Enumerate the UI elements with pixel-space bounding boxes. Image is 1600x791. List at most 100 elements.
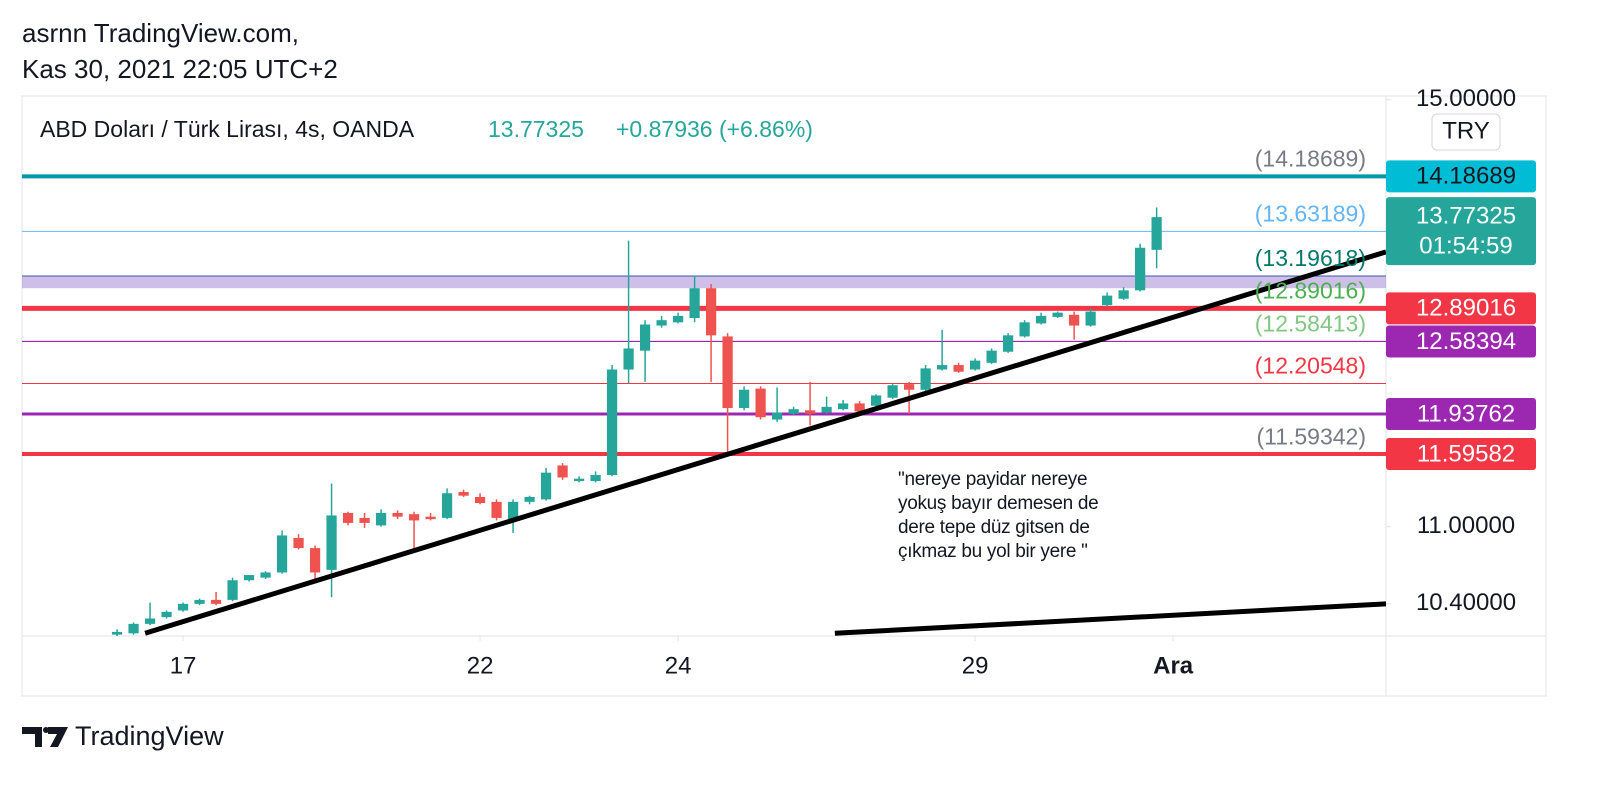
annotation-line: çıkmaz bu yol bir yere " xyxy=(898,541,1088,562)
candle-body xyxy=(887,385,898,398)
frame xyxy=(21,95,1547,697)
level-label: (12.20548) xyxy=(1255,353,1366,379)
candle-body xyxy=(920,368,931,390)
price-change: +0.87936 (+6.86%) xyxy=(616,116,813,142)
candle-body xyxy=(854,403,865,412)
price-tag-label: 11.93762 xyxy=(1417,400,1515,427)
y-tick-label: 11.00000 xyxy=(1417,512,1515,539)
candle-body xyxy=(590,475,601,482)
candle-body xyxy=(144,618,156,624)
candle-body xyxy=(1102,295,1113,306)
candle-body xyxy=(408,514,420,521)
candle-body xyxy=(227,580,238,600)
candle-body xyxy=(903,384,915,390)
plot-area: "nereye payidar nereye yokuş bayır demese… xyxy=(22,174,1386,636)
candle-body xyxy=(953,365,964,372)
logo-dot xyxy=(43,727,49,733)
level-label: (12.89016) xyxy=(1255,277,1366,303)
candle-body xyxy=(738,389,750,409)
footer: TradingView xyxy=(22,721,224,751)
last-price: 13.77325 xyxy=(488,116,584,142)
candle-body xyxy=(788,409,799,414)
candle-body xyxy=(672,315,684,323)
candle-body xyxy=(309,548,321,573)
candle-body xyxy=(425,516,436,520)
candle-body xyxy=(276,535,288,573)
candle-body xyxy=(1003,335,1014,352)
x-tick-label: 17 xyxy=(170,652,197,679)
candle-body xyxy=(392,512,403,517)
level-label: (14.18689) xyxy=(1255,145,1366,171)
candle-body xyxy=(1052,312,1063,317)
candle-body xyxy=(507,501,519,521)
price-tag-label: 12.89016 xyxy=(1416,295,1516,322)
x-tick-label: 22 xyxy=(467,652,494,679)
candle-body xyxy=(161,611,172,618)
candle-body xyxy=(970,360,981,370)
candle-body xyxy=(375,512,387,526)
candle-body xyxy=(326,515,337,570)
candle-body xyxy=(705,288,717,336)
candle-body xyxy=(606,369,618,476)
candle-body xyxy=(458,492,469,496)
currency-label[interactable]: TRY xyxy=(1442,117,1490,144)
x-tick-label: 24 xyxy=(665,652,692,679)
candle-body xyxy=(1019,322,1030,337)
candle-body xyxy=(260,572,271,578)
candle-body xyxy=(441,493,453,518)
price-tag xyxy=(1386,160,1536,193)
candle-body xyxy=(821,406,832,413)
candle-body xyxy=(1069,314,1080,326)
annotation-line: yokuş bayır demesen de xyxy=(898,493,1098,514)
candle-body xyxy=(210,599,222,604)
candle-body xyxy=(177,603,189,611)
price-tag-label: 14.18689 xyxy=(1416,163,1516,190)
zone xyxy=(22,276,1386,289)
level-label: (11.59342) xyxy=(1256,423,1366,449)
price-tag xyxy=(1386,325,1536,358)
candle-body xyxy=(623,348,634,370)
candle-body xyxy=(689,288,700,319)
candle-body xyxy=(722,336,733,409)
timestamp: Kas 30, 2021 22:05 UTC+2 xyxy=(22,54,338,84)
candle-body xyxy=(755,388,766,418)
price-tag-label: 11.59582 xyxy=(1417,440,1515,467)
candle-body xyxy=(1151,217,1162,250)
symbol-title: ABD Doları / Türk Lirası, 4s, OANDA xyxy=(40,116,415,142)
legend: ABD Doları / Türk Lirası, 4s, OANDA 13.7… xyxy=(40,116,813,142)
candle-body xyxy=(491,501,502,518)
candle-body xyxy=(293,537,304,549)
candle-body xyxy=(243,575,255,581)
last-price-tag xyxy=(1386,197,1536,266)
last-price-tag-label: 13.77325 xyxy=(1416,202,1516,229)
candle-body xyxy=(1085,311,1096,326)
currency-box[interactable] xyxy=(1431,113,1501,151)
trendline xyxy=(834,601,1386,636)
currency-button[interactable]: TRY xyxy=(1431,113,1501,151)
candle-body xyxy=(540,472,552,500)
candle-body xyxy=(111,631,123,635)
price-tag xyxy=(1386,398,1536,431)
price-tag xyxy=(1386,292,1536,325)
x-tick-label: Ara xyxy=(1153,652,1194,679)
trendline xyxy=(144,249,1386,636)
chart-frame xyxy=(21,95,1547,697)
candle-body xyxy=(474,496,486,504)
price-tag-label: 12.58394 xyxy=(1416,328,1516,355)
countdown: 01:54:59 xyxy=(1419,232,1512,259)
candle-body xyxy=(870,395,882,406)
candle-body xyxy=(524,496,535,502)
price-tag xyxy=(1386,438,1536,471)
candle-body xyxy=(804,410,816,414)
brand: TradingView xyxy=(75,721,224,751)
candle-body xyxy=(656,320,667,326)
axes: (14.18689) (13.63189) (13.19618) (12.89016)… xyxy=(170,85,1536,679)
level-label: (13.19618) xyxy=(1255,245,1366,271)
candle-body xyxy=(837,403,849,410)
candle-body xyxy=(359,517,370,523)
candle-body xyxy=(1118,290,1129,299)
level-label: (12.58413) xyxy=(1255,311,1366,337)
candle-body xyxy=(557,465,568,478)
candle-body xyxy=(128,623,139,634)
